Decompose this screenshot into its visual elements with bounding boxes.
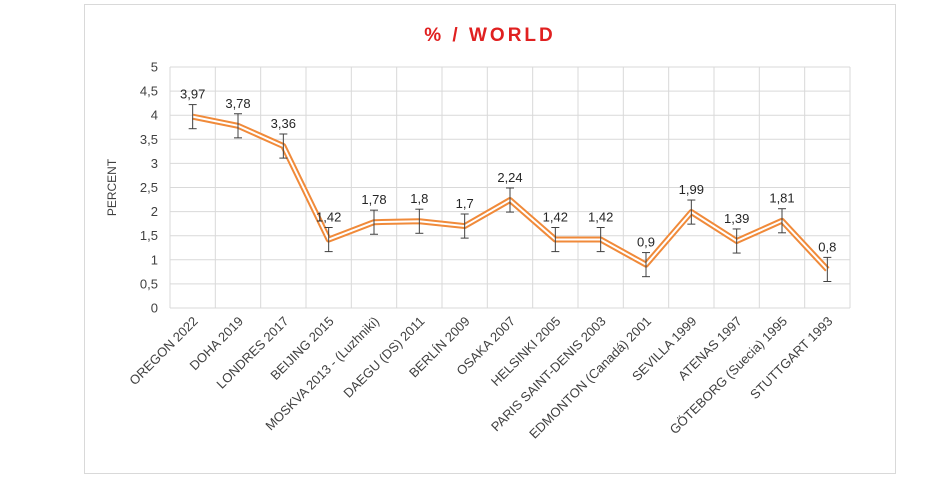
- chart-frame: % / WORLD: [84, 4, 896, 474]
- x-tick-label: DAEGU (DS) 2011: [340, 314, 427, 401]
- data-label: 0,8: [818, 239, 836, 254]
- data-label: 2,24: [497, 170, 522, 185]
- y-tick-label: 4: [151, 108, 158, 123]
- data-label: 1,8: [410, 191, 428, 206]
- y-tick-label: 2: [151, 204, 158, 219]
- y-tick-label: 5: [151, 60, 158, 75]
- data-label: 1,39: [724, 211, 749, 226]
- data-label: 1,7: [456, 196, 474, 211]
- chart-title: % / WORLD: [424, 25, 556, 46]
- x-tick-label: STUTTGART 1993: [747, 314, 835, 402]
- data-label: 3,97: [180, 87, 205, 102]
- data-label: 3,78: [225, 96, 250, 111]
- x-tick-label: OREGON 2022: [126, 314, 200, 388]
- data-label: 1,42: [316, 210, 341, 225]
- data-label: 3,36: [271, 116, 296, 131]
- data-label: 1,78: [361, 192, 386, 207]
- y-tick-label: 1: [151, 252, 158, 267]
- y-tick-label: 3,5: [140, 132, 158, 147]
- y-axis-title: PERCENT: [105, 158, 119, 216]
- y-tick-label: 2,5: [140, 180, 158, 195]
- y-tick-label: 1,5: [140, 228, 158, 243]
- data-label: 1,42: [543, 210, 568, 225]
- data-label: 0,9: [637, 235, 655, 250]
- y-tick-label: 4,5: [140, 84, 158, 99]
- y-tick-label: 0,5: [140, 276, 158, 291]
- data-label: 1,42: [588, 210, 613, 225]
- data-label: 1,99: [679, 182, 704, 197]
- y-tick-label: 3: [151, 156, 158, 171]
- data-label: 1,81: [769, 191, 794, 206]
- y-tick-label: 0: [151, 301, 158, 316]
